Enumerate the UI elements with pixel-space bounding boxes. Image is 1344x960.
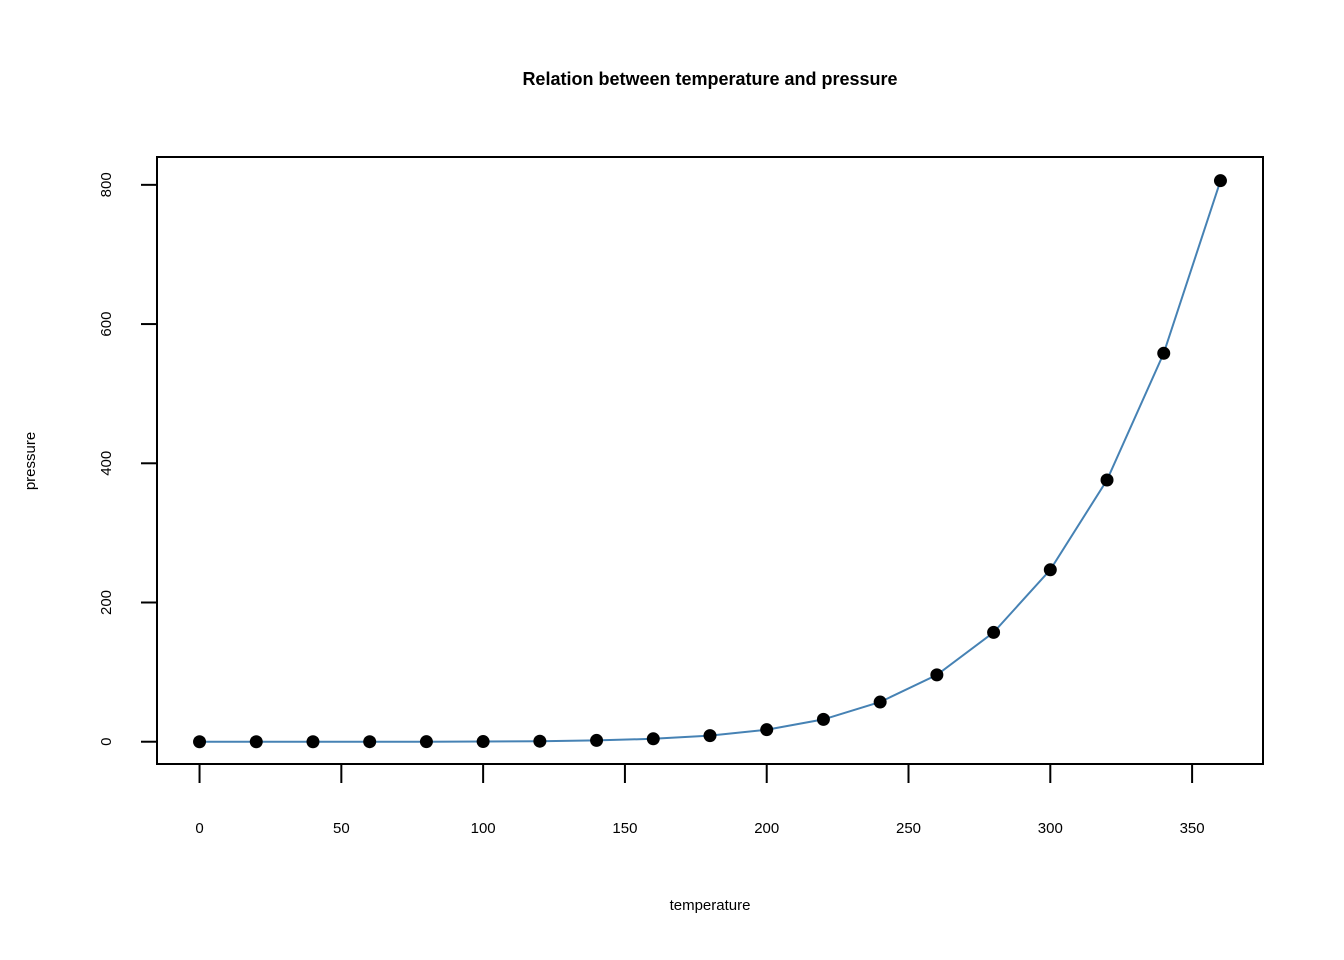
x-axis-label: temperature <box>670 897 751 914</box>
data-point <box>873 695 887 709</box>
plot-frame <box>156 156 1264 765</box>
data-point <box>930 668 944 682</box>
y-tick-label: 400 <box>98 451 115 476</box>
y-tick-label: 200 <box>98 590 115 615</box>
data-point <box>987 625 1001 639</box>
data-point <box>1213 174 1227 188</box>
data-point <box>1157 346 1171 360</box>
x-tick-label: 0 <box>195 820 203 837</box>
data-point <box>760 723 774 737</box>
data-point <box>533 734 547 748</box>
data-point <box>419 735 433 749</box>
y-tick-label: 600 <box>98 312 115 337</box>
x-tick-label: 350 <box>1180 820 1205 837</box>
data-point <box>646 732 660 746</box>
data-point <box>193 735 207 749</box>
x-axis: 0 50 100 150 200 250 300 350 <box>195 764 1205 837</box>
x-tick-label: 200 <box>754 820 779 837</box>
chart-title: Relation between temperature and pressur… <box>522 69 897 89</box>
x-tick-label: 150 <box>612 820 637 837</box>
y-tick-label: 0 <box>98 738 115 746</box>
data-point <box>816 712 830 726</box>
data-points <box>193 174 1227 749</box>
data-point <box>703 729 717 743</box>
data-point <box>306 735 320 749</box>
y-tick-label: 800 <box>98 172 115 197</box>
data-point <box>1100 473 1114 487</box>
data-point <box>590 733 604 747</box>
series-line <box>199 180 1222 743</box>
data-point <box>249 735 263 749</box>
x-tick-label: 100 <box>471 820 496 837</box>
y-axis: 0 200 400 600 800 <box>98 172 157 746</box>
x-tick-label: 250 <box>896 820 921 837</box>
data-point <box>363 735 377 749</box>
x-tick-label: 300 <box>1038 820 1063 837</box>
data-point <box>1043 563 1057 577</box>
x-tick-label: 50 <box>333 820 350 837</box>
y-axis-label: pressure <box>22 432 39 490</box>
data-point <box>476 735 490 749</box>
